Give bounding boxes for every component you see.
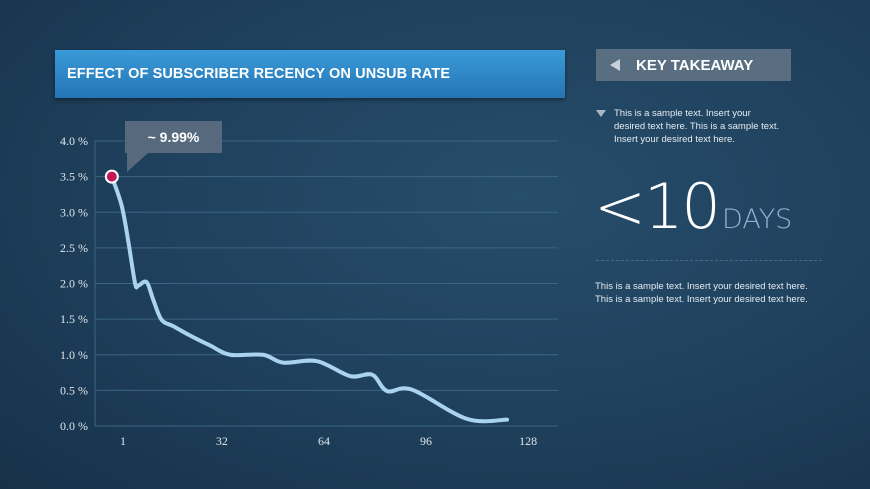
x-tick-label: 1 (120, 434, 126, 448)
body-text: This is a sample text. Insert your desir… (595, 281, 808, 305)
y-tick-label: 2.0 % (60, 277, 88, 291)
series-line (109, 174, 510, 424)
y-tick-label: 3.5 % (60, 170, 88, 184)
y-tick-label: 3.0 % (60, 205, 88, 219)
x-tick-label: 32 (216, 434, 228, 448)
key-takeaway-label: KEY TAKEAWAY (636, 56, 754, 74)
callout-annotation: ~ 9.99% (125, 121, 222, 153)
big-unit: DAYS (722, 204, 793, 235)
y-tick-label: 1.0 % (60, 348, 88, 362)
bullet-text: This is a sample text. Insert your desir… (614, 108, 780, 145)
big-value: <10 (594, 170, 721, 243)
y-tick-label: 1.5 % (60, 312, 88, 326)
x-tick-label: 64 (318, 434, 330, 448)
chart-title-bar: EFFECT OF SUBSCRIBER RECENCY ON UNSUB RA… (55, 50, 565, 98)
x-tick-label: 96 (420, 434, 432, 448)
y-tick-label: 0.0 % (60, 419, 88, 433)
y-tick-label: 0.5 % (60, 383, 88, 397)
y-tick-label: 4.0 % (60, 134, 88, 148)
key-takeaway-header: KEY TAKEAWAY (596, 49, 791, 81)
callout-pointer (127, 153, 148, 172)
highlight-point (104, 169, 119, 184)
left-arrow-icon (610, 59, 620, 71)
annotation-text: ~ 9.99% (147, 129, 200, 145)
chart-title: EFFECT OF SUBSCRIBER RECENCY ON UNSUB RA… (67, 66, 451, 82)
x-tick-label: 128 (519, 434, 537, 448)
triangle-bullet-icon (596, 110, 606, 117)
y-tick-label: 2.5 % (60, 241, 88, 255)
divider (596, 260, 822, 261)
